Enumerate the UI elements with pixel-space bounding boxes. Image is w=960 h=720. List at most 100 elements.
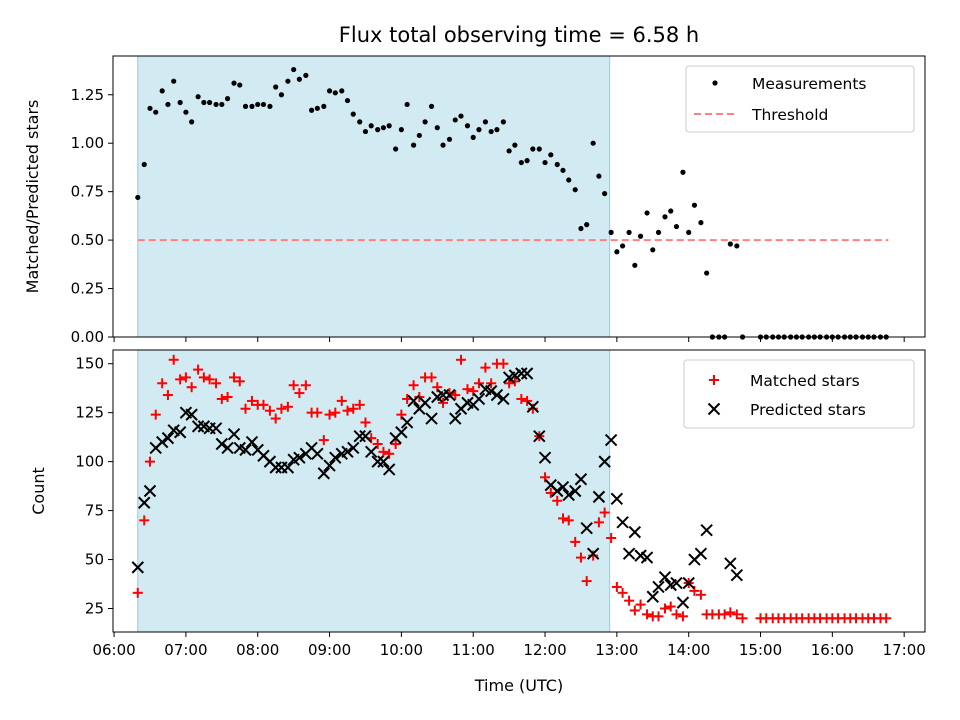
predicted-star-point xyxy=(329,451,342,464)
matched-star-point xyxy=(336,395,347,406)
x-tick-label: 16:00 xyxy=(811,641,854,659)
matched-star-point xyxy=(378,446,389,457)
matched-star-point xyxy=(318,435,329,446)
predicted-star-point xyxy=(449,412,462,425)
measurement-point xyxy=(171,78,177,84)
top-y-tick-label: 0.50 xyxy=(71,231,104,249)
matched-star-point xyxy=(599,507,610,518)
top-y-tick-label: 1.25 xyxy=(71,86,104,104)
matched-star-point xyxy=(719,609,730,620)
matched-star-point xyxy=(216,393,227,404)
matched-star-point xyxy=(360,417,371,428)
predicted-star-point xyxy=(138,496,151,509)
measurement-point xyxy=(249,103,255,109)
predicted-star-point xyxy=(574,473,588,486)
x-tick-label: 17:00 xyxy=(883,641,926,659)
legend-symbol-measurements xyxy=(712,80,718,86)
legend-label-predicted-stars: Predicted stars xyxy=(750,401,866,419)
bottom-y-tick-label: 125 xyxy=(75,404,104,422)
measurement-point xyxy=(362,128,369,135)
matched-star-point xyxy=(522,395,533,406)
bottom-y-tick-label: 75 xyxy=(85,502,104,520)
predicted-star-point xyxy=(341,445,354,459)
bottom-observing-interval-shade xyxy=(137,349,611,633)
measurement-point xyxy=(734,243,740,249)
measurement-point xyxy=(350,111,356,117)
top-observing-interval-shade xyxy=(137,55,611,338)
matched-star-point xyxy=(635,599,646,610)
matched-star-point xyxy=(881,613,892,624)
predicted-star-point xyxy=(311,447,324,460)
matched-stars-series xyxy=(132,354,892,624)
measurement-point xyxy=(273,84,279,90)
measurement-point xyxy=(698,220,704,226)
predicted-star-point xyxy=(538,451,552,464)
matched-star-point xyxy=(575,552,586,563)
predicted-star-point xyxy=(646,590,659,603)
measurement-point xyxy=(440,142,446,148)
predicted-star-point xyxy=(724,557,737,570)
predicted-stars-series xyxy=(131,367,744,609)
predicted-star-point xyxy=(281,461,295,474)
measurement-point xyxy=(189,119,195,125)
measurement-point xyxy=(195,94,201,100)
predicted-star-point xyxy=(221,441,234,455)
legend-x-marker xyxy=(707,402,721,416)
x-tick-label: 09:00 xyxy=(308,641,351,659)
measurement-point xyxy=(260,101,267,108)
predicted-star-point xyxy=(676,596,690,609)
predicted-star-point xyxy=(652,580,665,594)
x-tick-label: 14:00 xyxy=(667,641,710,659)
top-y-tick-label: 0.00 xyxy=(71,328,104,346)
matched-star-point xyxy=(414,392,425,402)
matched-star-point xyxy=(606,533,617,543)
predicted-star-point xyxy=(293,451,306,464)
matched-star-point xyxy=(659,603,670,614)
predicted-star-point xyxy=(610,492,624,506)
predicted-star-point xyxy=(628,525,642,539)
legend-label-threshold: Threshold xyxy=(751,106,828,124)
matched-star-point xyxy=(240,403,251,414)
measurement-point xyxy=(339,88,345,94)
top-legend-box xyxy=(685,65,915,133)
measurement-point xyxy=(213,101,219,108)
matched-star-point xyxy=(324,409,335,420)
matched-star-point xyxy=(270,413,281,424)
measurement-point xyxy=(321,103,327,109)
predicted-star-point xyxy=(520,367,534,380)
predicted-star-point xyxy=(490,388,504,402)
predicted-star-point xyxy=(622,547,636,560)
predicted-star-point xyxy=(317,467,331,480)
measurement-point xyxy=(500,119,506,125)
bottom-y-tick-label: 50 xyxy=(85,551,104,569)
measurement-point xyxy=(303,72,309,78)
matched-star-point xyxy=(229,372,240,383)
predicted-star-point xyxy=(227,428,241,441)
x-tick-label: 10:00 xyxy=(380,641,423,659)
matched-star-point xyxy=(563,515,574,526)
predicted-star-point xyxy=(658,570,672,584)
predicted-star-point xyxy=(616,516,629,529)
measurement-point xyxy=(296,76,302,82)
matched-star-point xyxy=(737,613,748,624)
matched-star-point xyxy=(557,513,568,524)
bottom-y-tick-label: 150 xyxy=(75,355,104,373)
x-tick-label: 11:00 xyxy=(452,641,495,659)
matched-star-point xyxy=(665,601,676,612)
measurement-point xyxy=(428,103,435,109)
legend-label-matched-stars: Matched stars xyxy=(750,372,860,390)
predicted-star-point xyxy=(586,547,600,560)
measurement-point xyxy=(614,249,620,255)
measurement-point xyxy=(291,66,297,73)
predicted-star-point xyxy=(161,431,175,445)
matched-star-point xyxy=(139,515,150,526)
measurement-point xyxy=(596,173,602,179)
predicted-star-point xyxy=(131,561,144,574)
predicted-star-point xyxy=(700,523,713,537)
measurement-point xyxy=(554,161,560,168)
bottom-legend-box xyxy=(683,359,915,429)
bottom-panel: 25 50 75 100 125 150 06:00 07:00 08:00 09:00 10:0… xyxy=(29,349,926,695)
measurement-point xyxy=(242,103,249,109)
matched-star-point xyxy=(438,397,449,408)
predicted-star-point xyxy=(580,522,593,535)
